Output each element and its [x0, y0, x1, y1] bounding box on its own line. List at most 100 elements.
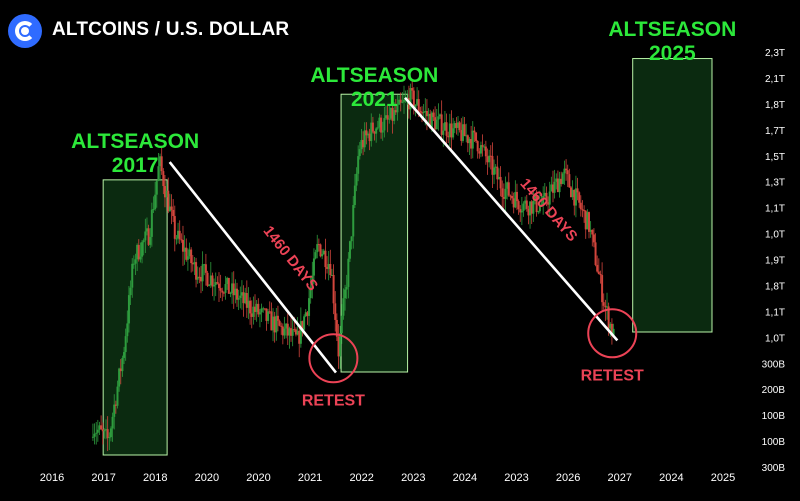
- candle-body: [457, 122, 460, 128]
- candle-body: [327, 263, 330, 269]
- candle-body: [470, 138, 473, 149]
- candle-body: [191, 263, 194, 265]
- candle-body: [506, 182, 509, 189]
- candle-body: [358, 149, 361, 157]
- retest-circle-1: [308, 333, 359, 384]
- candle-body: [216, 282, 219, 284]
- candle-body: [209, 275, 212, 286]
- candle-body: [384, 115, 387, 119]
- candle-body: [430, 112, 433, 129]
- candle-body: [214, 282, 217, 286]
- candle-body: [504, 188, 507, 199]
- candle-body: [108, 437, 111, 439]
- candle-body: [286, 323, 289, 336]
- candle-body: [378, 117, 381, 128]
- candle-body: [565, 168, 568, 171]
- candle-body: [186, 256, 189, 260]
- candle-body: [533, 195, 536, 201]
- candle-body: [106, 429, 109, 439]
- candle-body: [234, 288, 237, 296]
- altseason-label-1-line2: 2017: [112, 154, 159, 177]
- candle-body: [581, 209, 584, 211]
- candle-body: [391, 107, 394, 121]
- candle-body: [226, 277, 229, 285]
- candle-body: [537, 211, 540, 213]
- candle-body: [425, 111, 428, 117]
- candle-body: [532, 200, 535, 214]
- candle-body: [147, 228, 150, 245]
- candle-body: [111, 416, 114, 429]
- candle-body: [157, 166, 160, 181]
- candle-body: [126, 323, 129, 337]
- candle-body: [219, 288, 222, 291]
- candle-body: [330, 274, 333, 276]
- candle-body: [571, 189, 574, 198]
- candle-body: [177, 230, 180, 239]
- candle-body: [609, 323, 612, 329]
- candle-body: [566, 170, 569, 175]
- x-tick-label: 2027: [608, 472, 632, 484]
- candle-body: [509, 195, 512, 197]
- candle-body: [363, 130, 366, 148]
- candle-body: [150, 209, 153, 237]
- candle-body: [142, 240, 145, 243]
- candle-body: [129, 287, 132, 296]
- candle-body: [93, 433, 96, 437]
- candle-body: [237, 297, 240, 300]
- candle-body: [263, 308, 266, 310]
- candle-body: [247, 300, 250, 308]
- candle-body: [252, 306, 255, 317]
- candle-body: [381, 130, 384, 133]
- candle-body: [393, 110, 396, 121]
- candle-body: [232, 283, 235, 296]
- candle-body: [586, 212, 589, 230]
- candle-body: [167, 190, 170, 212]
- y-tick-label: 300B: [762, 359, 786, 370]
- candle-body: [399, 99, 402, 103]
- candle-body: [242, 292, 245, 304]
- candle-body: [597, 271, 600, 275]
- candle-body: [293, 329, 296, 331]
- candle-body: [134, 259, 137, 264]
- candle-body: [588, 212, 591, 232]
- candle-body: [452, 128, 455, 138]
- candle-body: [551, 184, 554, 193]
- trend-line-2: [404, 96, 619, 342]
- candle-body: [403, 99, 405, 102]
- candle-body: [422, 111, 425, 114]
- candle-body: [607, 306, 610, 329]
- candle-body: [471, 130, 474, 149]
- candle-body: [270, 311, 273, 331]
- candle-body: [131, 263, 134, 288]
- candle-body: [118, 368, 121, 387]
- candle-body: [475, 132, 478, 142]
- candle-body: [329, 263, 332, 276]
- candle-body: [124, 336, 127, 353]
- candle-body: [417, 99, 420, 111]
- candle-body: [375, 128, 378, 134]
- candle-body: [368, 133, 371, 142]
- candle-body: [496, 166, 499, 180]
- y-tick-label: 1,0T: [765, 230, 785, 241]
- candle-body: [145, 228, 148, 232]
- candle-body: [141, 242, 144, 257]
- candle-body: [612, 328, 615, 336]
- candle-body: [322, 250, 325, 255]
- candle-body: [535, 195, 538, 212]
- logo-dot: [21, 27, 29, 35]
- candle-body: [606, 306, 609, 308]
- candle-body: [530, 201, 533, 214]
- candle-body: [160, 156, 163, 172]
- trend-line-1: [168, 161, 337, 374]
- candle-body: [522, 203, 525, 211]
- candle-body: [599, 274, 602, 276]
- candle-body: [424, 111, 427, 113]
- candle-body: [254, 306, 257, 312]
- candle-body: [229, 293, 232, 295]
- candle-body: [355, 173, 358, 186]
- candle-body: [491, 156, 494, 175]
- candle-body: [267, 311, 270, 321]
- candle-body: [527, 208, 530, 216]
- candle-body: [276, 315, 279, 321]
- candle-body: [515, 191, 518, 202]
